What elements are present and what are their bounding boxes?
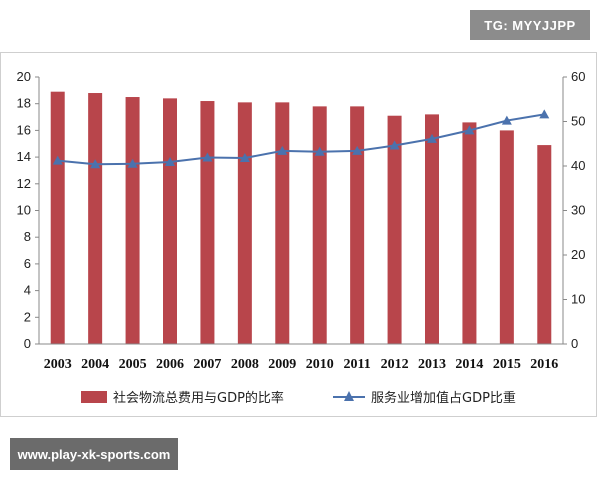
line-point-2012 bbox=[389, 140, 400, 150]
x-tick-label-2012: 2012 bbox=[381, 357, 409, 372]
line-point-2009 bbox=[277, 145, 288, 155]
y-left-tick-label: 12 bbox=[17, 176, 31, 191]
bars-group bbox=[50, 91, 552, 345]
x-tick-label-2009: 2009 bbox=[268, 357, 296, 372]
x-tick-label-2007: 2007 bbox=[193, 357, 221, 372]
legend-line-label: 服务业增加值占GDP比重 bbox=[371, 390, 516, 406]
y-left-tick-label: 10 bbox=[17, 203, 31, 218]
y-right-tick-label: 0 bbox=[571, 336, 578, 351]
y-left-tick-label: 0 bbox=[24, 336, 31, 351]
chart-svg: 0 2 4 6 8 10 12 14 16 18 20 0 10 20 30 40 50 60 2003 2004 20… bbox=[17, 69, 586, 406]
legend-bar-swatch bbox=[81, 391, 107, 403]
y-left-tick-label: 2 bbox=[24, 309, 31, 324]
watermark-url-badge: www.play-xk-sports.com bbox=[10, 438, 178, 470]
y-left-tick-label: 14 bbox=[17, 149, 31, 164]
tick-labels-group: 0 2 4 6 8 10 12 14 16 18 20 0 10 20 30 40 50 60 2003 2004 20… bbox=[17, 69, 586, 372]
y-left-tick-label: 8 bbox=[24, 229, 31, 244]
chart-frame: 0 2 4 6 8 10 12 14 16 18 20 0 10 20 30 40 50 60 2003 2004 20… bbox=[0, 52, 597, 417]
legend: 社会物流总费用与GDP的比率 服务业增加值占GDP比重 bbox=[81, 390, 516, 406]
bar-2015 bbox=[499, 130, 514, 344]
line-point-2008 bbox=[239, 152, 250, 162]
line-series-group bbox=[52, 109, 550, 169]
x-tick-label-2008: 2008 bbox=[231, 357, 259, 372]
y-right-tick-label: 60 bbox=[571, 69, 585, 84]
bar-2011 bbox=[350, 106, 365, 344]
x-tick-label-2013: 2013 bbox=[418, 357, 446, 372]
y-left-tick-label: 20 bbox=[17, 69, 31, 84]
line-point-2014 bbox=[464, 125, 475, 135]
watermark-top-badge: TG: MYYJJPP bbox=[470, 10, 590, 40]
bar-2014 bbox=[462, 122, 477, 344]
bar-2013 bbox=[425, 114, 439, 344]
y-right-tick-label: 20 bbox=[571, 247, 585, 262]
y-left-tick-label: 18 bbox=[17, 96, 31, 111]
line-point-2011 bbox=[352, 145, 363, 155]
x-tick-label-2006: 2006 bbox=[156, 357, 184, 372]
bar-2003 bbox=[50, 91, 65, 344]
bar-2005 bbox=[125, 97, 140, 345]
line-point-2010 bbox=[314, 146, 325, 156]
bar-2004 bbox=[88, 93, 103, 344]
y-left-tick-label: 4 bbox=[24, 283, 31, 298]
line-point-2007 bbox=[202, 152, 213, 162]
x-tick-label-2011: 2011 bbox=[344, 357, 371, 372]
x-tick-label-2014: 2014 bbox=[455, 357, 483, 372]
x-tick-label-2015: 2015 bbox=[493, 357, 521, 372]
axes-group bbox=[35, 76, 567, 345]
y-right-tick-label: 40 bbox=[571, 158, 585, 173]
x-tick-label-2005: 2005 bbox=[119, 357, 147, 372]
line-point-2004 bbox=[90, 159, 101, 169]
y-right-tick-label: 10 bbox=[571, 292, 585, 307]
bar-2008 bbox=[237, 102, 252, 344]
line-point-2015 bbox=[501, 115, 512, 125]
line-point-2005 bbox=[127, 158, 138, 168]
bar-2009 bbox=[275, 102, 290, 344]
bar-2010 bbox=[312, 106, 327, 344]
x-tick-label-2004: 2004 bbox=[81, 357, 109, 372]
legend-line-marker bbox=[344, 391, 354, 401]
bar-2007 bbox=[200, 101, 215, 344]
line-series-path bbox=[57, 113, 545, 166]
x-tick-label-2016: 2016 bbox=[530, 357, 558, 372]
bar-2012 bbox=[387, 115, 402, 344]
line-point-2006 bbox=[165, 156, 175, 166]
x-tick-label-2003: 2003 bbox=[44, 357, 72, 372]
bar-2006 bbox=[163, 98, 177, 344]
legend-bar-label: 社会物流总费用与GDP的比率 bbox=[113, 390, 284, 406]
y-right-tick-label: 30 bbox=[571, 203, 585, 218]
y-right-tick-label: 50 bbox=[571, 114, 585, 129]
line-point-2003 bbox=[52, 155, 63, 165]
x-tick-label-2010: 2010 bbox=[306, 357, 334, 372]
bar-2016 bbox=[537, 145, 552, 344]
line-point-2013 bbox=[427, 133, 437, 143]
line-point-2016 bbox=[539, 109, 550, 119]
y-left-tick-label: 16 bbox=[17, 122, 31, 137]
y-left-tick-label: 6 bbox=[24, 256, 31, 271]
